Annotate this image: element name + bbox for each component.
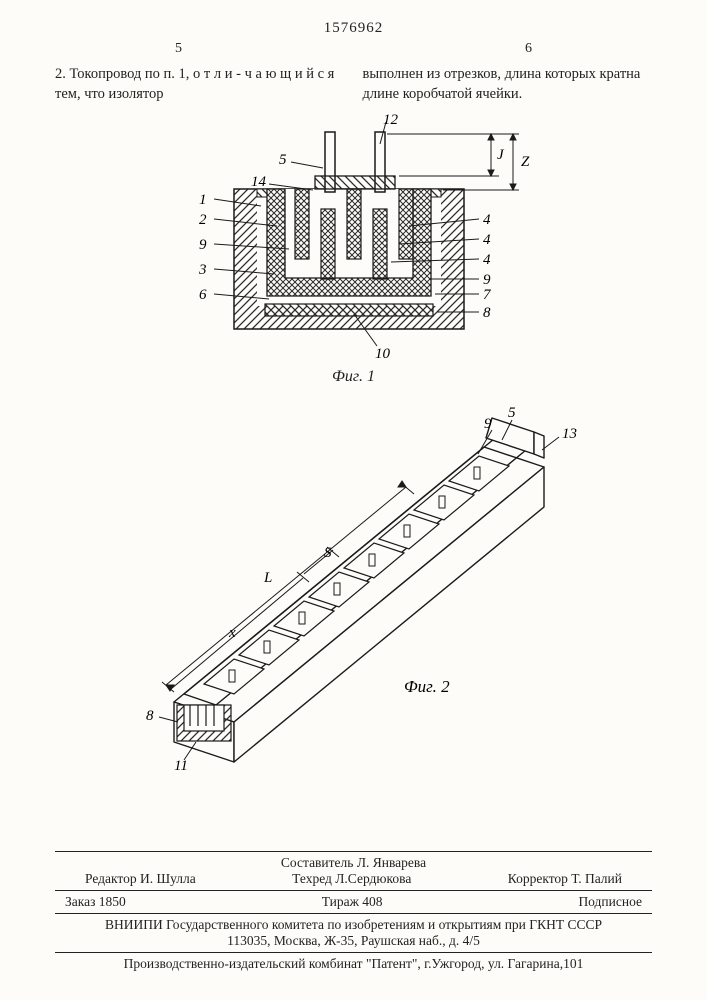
body-left: 2. Токопровод по п. 1, о т л и - ч а ю щ… — [55, 65, 345, 104]
dim-x: x — [228, 625, 236, 641]
f2-5: 5 — [508, 405, 516, 421]
fig2-caption: Фиг. 2 — [404, 677, 450, 696]
b10: 10 — [375, 346, 391, 362]
l1: 1 — [199, 192, 207, 208]
dim-L: L — [263, 570, 272, 586]
col-num-left: 5 — [175, 41, 182, 57]
l9: 9 — [199, 237, 207, 253]
r4b: 4 — [483, 232, 491, 248]
r8: 8 — [483, 305, 491, 321]
l2: 2 — [199, 212, 207, 228]
corrector: Корректор Т. Палий — [508, 871, 622, 887]
f2-13: 13 — [562, 426, 577, 442]
f2-11: 11 — [174, 758, 188, 772]
body-text: 2. Токопровод по п. 1, о т л и - ч а ю щ… — [55, 65, 652, 104]
figure-2: L x S 5 13 9 8 11 Фиг. 2 — [55, 392, 652, 772]
l14: 14 — [251, 174, 267, 190]
l6: 6 — [199, 287, 207, 303]
editor: Редактор И. Шулла — [85, 871, 196, 887]
fig1-svg: J Z — [139, 114, 569, 364]
page: 1576962 5 6 2. Токопровод по п. 1, о т л… — [0, 0, 707, 1000]
doc-number: 1576962 — [55, 20, 652, 37]
col-num-right: 6 — [525, 41, 532, 57]
r4a: 4 — [483, 212, 491, 228]
body-right: выполнен из отрезков, длина которых крат… — [363, 65, 653, 104]
r9: 9 — [483, 272, 491, 288]
addr2: Производственно-издательский комбинат "П… — [55, 956, 652, 972]
dim-j: J — [497, 147, 505, 163]
tech: Техред Л.Сердюкова — [292, 871, 411, 887]
compiler: Составитель Л. Январева — [55, 855, 652, 871]
fig2-svg: L x S 5 13 9 8 11 Фиг. 2 — [114, 392, 594, 772]
order: Заказ 1850 — [65, 894, 126, 910]
fig1-caption: Фиг. 1 — [55, 368, 652, 386]
footer: Составитель Л. Январева Редактор И. Шулл… — [55, 848, 652, 972]
org: ВНИИПИ Государственного комитета по изоб… — [55, 917, 652, 933]
f2-9: 9 — [484, 416, 492, 432]
addr1: 113035, Москва, Ж-35, Раушская наб., д. … — [55, 933, 652, 949]
column-numbers: 5 6 — [55, 41, 652, 57]
f2-8: 8 — [146, 708, 154, 724]
dim-S: S — [324, 545, 332, 561]
sub: Подписное — [578, 894, 642, 910]
dim-z: Z — [521, 154, 530, 170]
r12: 12 — [383, 114, 399, 128]
r7: 7 — [483, 287, 492, 303]
l3: 3 — [198, 262, 207, 278]
figure-1: J Z — [55, 114, 652, 386]
r4c: 4 — [483, 252, 491, 268]
l5: 5 — [279, 152, 287, 168]
tirage: Тираж 408 — [322, 894, 383, 910]
